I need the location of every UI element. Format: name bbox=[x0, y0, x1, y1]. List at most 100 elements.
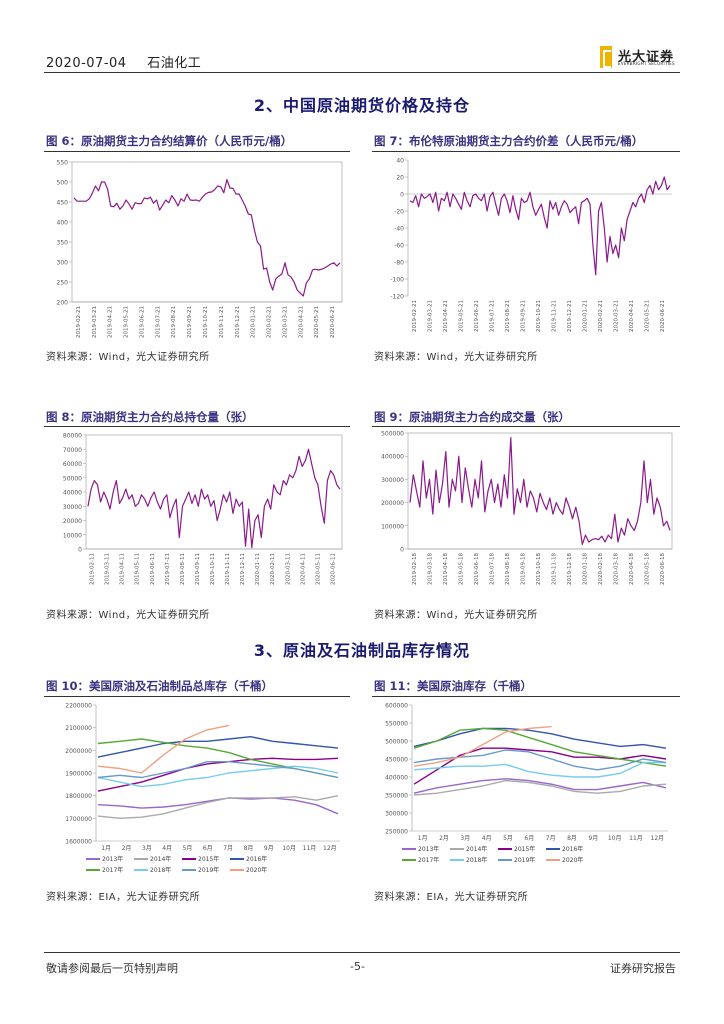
x-tick-label: 2020-01-21 bbox=[583, 300, 589, 332]
figure-11-title: 图 11：美国原油库存（千桶） bbox=[374, 679, 533, 693]
x-tick-label: 3月 bbox=[142, 845, 152, 852]
series-line-f9 bbox=[409, 437, 671, 546]
figure-9-source: 资料来源：Wind，光大证券研究所 bbox=[374, 610, 538, 621]
x-tick-label: 2019-06-21 bbox=[474, 300, 480, 332]
y-tick-label: 40 bbox=[396, 158, 404, 165]
x-tick-label: 11月 bbox=[629, 835, 643, 842]
x-tick-label: 2020-03-11 bbox=[285, 553, 291, 585]
company-logo: 光大证券 EVERBRIGHT SECURITIES bbox=[600, 46, 680, 70]
x-tick-label: 2019-08-11 bbox=[180, 553, 186, 585]
header-section: 石油化工 bbox=[147, 56, 202, 71]
legend-label: 2017年 bbox=[102, 866, 123, 874]
logo-en: EVERBRIGHT SECURITIES bbox=[618, 61, 675, 66]
x-tick-label: 2020-01-21 bbox=[251, 306, 257, 338]
legend-label: 2014年 bbox=[150, 855, 171, 863]
figure-8-rule bbox=[44, 426, 350, 427]
x-tick-label: 7月 bbox=[546, 835, 556, 842]
legend-label: 2020年 bbox=[562, 856, 583, 864]
x-tick-label: 2019-06-21 bbox=[139, 306, 145, 338]
f11-axes: 250000 300000 350000 400000 450000 500000 5500… bbox=[385, 703, 668, 842]
figure-11-source: 资料来源：EIA，光大证券研究所 bbox=[374, 892, 529, 903]
y-tick-label: 0 bbox=[400, 192, 404, 199]
y-tick-label: 600000 bbox=[385, 703, 408, 710]
y-tick-label: 500 bbox=[57, 180, 69, 187]
y-tick-label: 1800000 bbox=[65, 793, 92, 800]
f10-axes: 1600000 1700000 1800000 1900000 2000000 21000… bbox=[65, 703, 340, 852]
x-tick-label: 2019-03-21 bbox=[92, 306, 98, 338]
x-tick-label: 2019-07-21 bbox=[155, 306, 161, 338]
x-tick-label: 8月 bbox=[567, 835, 577, 842]
y-tick-label: 400 bbox=[57, 220, 69, 227]
x-tick-label: 2019-11-11 bbox=[225, 553, 231, 585]
x-tick-label: 2019-02-21 bbox=[412, 300, 418, 332]
x-tick-label: 2019-12-11 bbox=[240, 553, 246, 585]
y-tick-label: 400000 bbox=[385, 775, 408, 782]
x-tick-label: 2019-04-21 bbox=[443, 300, 449, 332]
x-tick-label: 2019-12-21 bbox=[235, 306, 241, 338]
x-tick-label: 2019-09-18 bbox=[520, 553, 526, 585]
figure-7-title: 图 7：布伦特原油期货主力合约价差（人民币元/桶） bbox=[374, 134, 644, 148]
y-tick-label: 200000 bbox=[381, 500, 404, 507]
figure-7-source: 资料来源：Wind，光大证券研究所 bbox=[374, 352, 538, 363]
f6-axes: 200 250 300 350 400 450 500 550 2019-02-21 2019-0… bbox=[57, 160, 343, 338]
legend-label: 2019年 bbox=[514, 856, 535, 864]
legend-label: 2018年 bbox=[150, 866, 171, 874]
y-tick-label: 30000 bbox=[63, 504, 82, 511]
x-tick-label: 2020-02-11 bbox=[270, 553, 276, 585]
y-tick-label: 300000 bbox=[385, 811, 408, 818]
y-tick-label: 500000 bbox=[381, 431, 404, 438]
figure-8-source: 资料来源：Wind，光大证券研究所 bbox=[46, 610, 210, 621]
y-tick-label: 250000 bbox=[385, 829, 408, 836]
x-tick-label: 2019-12-18 bbox=[567, 553, 573, 585]
x-tick-label: 2020-06-11 bbox=[330, 553, 336, 585]
y-tick-label: 0 bbox=[78, 547, 82, 554]
legend-label: 2013年 bbox=[102, 855, 123, 863]
x-tick-label: 2020-04-21 bbox=[629, 300, 635, 332]
legend-label: 2015年 bbox=[198, 855, 219, 863]
series-line-2016年 bbox=[413, 727, 667, 749]
y-tick-label: 250 bbox=[57, 280, 69, 287]
x-tick-label: 2月 bbox=[122, 845, 132, 852]
y-tick-label: -60 bbox=[394, 243, 404, 250]
series-line-2019年 bbox=[97, 760, 339, 779]
y-tick-label: 2000000 bbox=[65, 748, 92, 755]
section-title-3: 3、原油及石油制品库存情况 bbox=[253, 641, 471, 660]
page-header: 2020-07-04 石油化工 bbox=[46, 52, 217, 71]
logo-mark-icon bbox=[600, 46, 612, 68]
x-tick-label: 5月 bbox=[503, 835, 513, 842]
x-tick-label: 2020-05-18 bbox=[645, 553, 651, 585]
header-date: 2020-07-04 bbox=[46, 56, 127, 71]
series-line-2015年 bbox=[97, 757, 339, 792]
x-tick-label: 2019-10-21 bbox=[536, 300, 542, 332]
x-tick-label: 2019-08-21 bbox=[505, 300, 511, 332]
y-tick-label: 350 bbox=[57, 240, 69, 247]
x-tick-label: 10月 bbox=[608, 835, 622, 842]
f8-axes: 0 10000 20000 30000 40000 50000 60000 70000 8000… bbox=[63, 433, 343, 585]
y-tick-label: 2100000 bbox=[65, 725, 92, 732]
legend-label: 2015年 bbox=[514, 845, 535, 853]
x-tick-label: 6月 bbox=[203, 845, 213, 852]
x-tick-label: 2020-03-21 bbox=[614, 300, 620, 332]
x-tick-label: 11月 bbox=[303, 845, 317, 852]
figure-6-title: 图 6：原油期货主力合约结算价（人民币元/桶） bbox=[46, 134, 293, 148]
y-tick-label: 70000 bbox=[63, 447, 82, 454]
y-tick-label: 550000 bbox=[385, 721, 408, 728]
x-tick-label: 2019-04-18 bbox=[443, 553, 449, 585]
figure-8-title: 图 8：原油期货主力合约总持仓量（张） bbox=[46, 410, 254, 424]
footer-rule bbox=[44, 952, 680, 953]
y-tick-label: 500000 bbox=[385, 739, 408, 746]
x-tick-label: 2020-03-21 bbox=[282, 306, 288, 338]
y-tick-label: 300000 bbox=[381, 477, 404, 484]
x-tick-label: 7月 bbox=[223, 845, 233, 852]
series-line-f7 bbox=[409, 176, 671, 276]
x-tick-label: 1月 bbox=[101, 845, 111, 852]
x-tick-label: 2019-11-21 bbox=[219, 306, 225, 338]
x-tick-label: 2019-06-18 bbox=[474, 553, 480, 585]
x-tick-label: 5月 bbox=[183, 845, 193, 852]
y-tick-label: 20000 bbox=[63, 518, 82, 525]
x-tick-label: 2020-06-21 bbox=[330, 306, 336, 338]
legend-label: 2013年 bbox=[418, 845, 439, 853]
x-tick-label: 2020-04-21 bbox=[298, 306, 304, 338]
y-tick-label: -100 bbox=[390, 277, 404, 284]
y-tick-label: 400000 bbox=[381, 454, 404, 461]
